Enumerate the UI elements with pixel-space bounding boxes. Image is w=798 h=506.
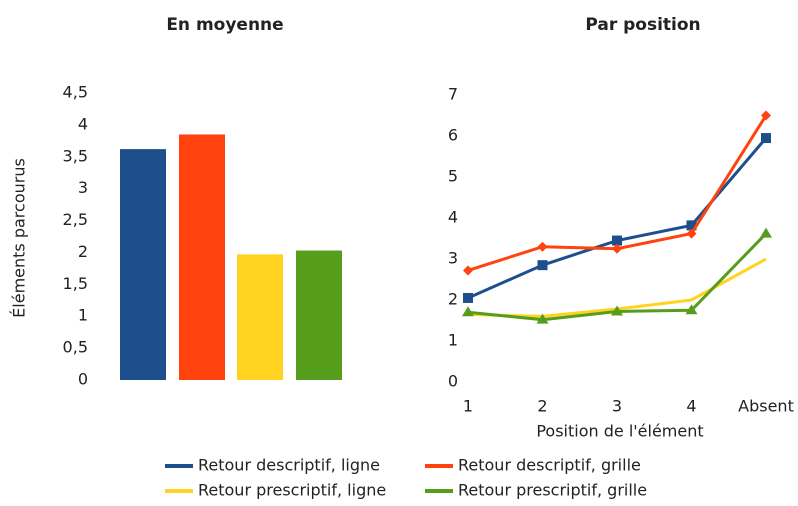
y-tick-label: 3 bbox=[448, 249, 458, 268]
y-tick-label: 4,5 bbox=[63, 83, 88, 102]
line-series bbox=[467, 137, 768, 300]
y-tick-label: 2 bbox=[78, 242, 88, 261]
y-tick-label: 3 bbox=[78, 178, 88, 197]
y-tick-label: 3,5 bbox=[63, 146, 88, 165]
x-tick-label: Absent bbox=[738, 397, 794, 416]
marker bbox=[686, 220, 697, 231]
marker bbox=[612, 235, 622, 246]
marker bbox=[685, 304, 698, 315]
legend-label: Retour prescriptif, ligne bbox=[198, 481, 386, 500]
bar bbox=[237, 254, 283, 380]
y-tick-label: 5 bbox=[448, 167, 458, 186]
y-tick-label: 0 bbox=[448, 372, 458, 391]
chart-title: En moyenne bbox=[166, 15, 283, 35]
y-tick-label: 7 bbox=[448, 85, 458, 104]
x-tick-label: 3 bbox=[612, 397, 622, 416]
x-tick-label: 4 bbox=[686, 397, 696, 416]
marker bbox=[760, 227, 772, 238]
x-axis-label: Position de l'élément bbox=[536, 422, 703, 441]
marker bbox=[462, 306, 474, 317]
bar bbox=[179, 134, 225, 380]
chart-title: Par position bbox=[585, 15, 700, 35]
y-tick-label: 1,5 bbox=[63, 274, 88, 293]
y-tick-label: 2 bbox=[448, 290, 458, 309]
y-tick-label: 1 bbox=[448, 331, 458, 350]
legend-label: Retour prescriptif, grille bbox=[458, 481, 647, 500]
y-axis-label: Éléments parcourus bbox=[10, 158, 29, 318]
marker bbox=[536, 313, 549, 324]
marker bbox=[761, 110, 771, 121]
y-tick-label: 4 bbox=[78, 114, 88, 133]
marker bbox=[463, 265, 473, 276]
legend-label: Retour descriptif, grille bbox=[458, 456, 641, 475]
marker bbox=[686, 228, 697, 239]
marker bbox=[761, 133, 771, 144]
marker bbox=[463, 292, 473, 303]
y-tick-label: 0,5 bbox=[63, 338, 88, 357]
marker bbox=[537, 260, 548, 271]
y-tick-label: 6 bbox=[448, 126, 458, 145]
y-tick-label: 4 bbox=[448, 208, 458, 227]
marker bbox=[537, 241, 548, 252]
y-tick-label: 1 bbox=[78, 306, 88, 325]
marker bbox=[612, 243, 622, 254]
x-tick-label: 2 bbox=[537, 397, 547, 416]
legend-label: Retour descriptif, ligne bbox=[198, 456, 380, 475]
y-tick-label: 0 bbox=[78, 370, 88, 389]
y-tick-label: 2,5 bbox=[63, 210, 88, 229]
bar bbox=[120, 149, 166, 380]
x-tick-label: 1 bbox=[463, 397, 473, 416]
bar bbox=[296, 250, 342, 380]
marker bbox=[611, 305, 623, 316]
